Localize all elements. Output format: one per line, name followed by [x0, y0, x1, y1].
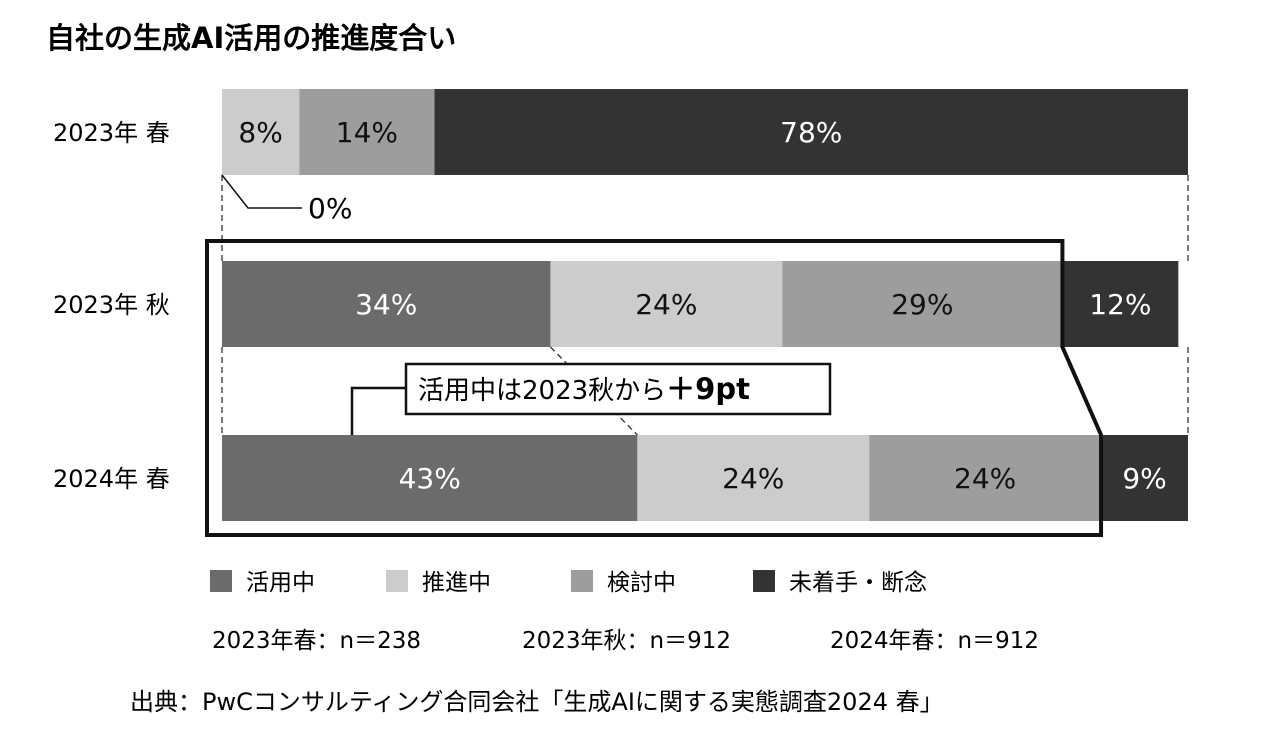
data-label-r2-s3: 29%: [891, 288, 953, 321]
bar-segment-r3-s2: [637, 435, 870, 521]
growth-callout-text: 活用中は2023秋から＋9pt: [418, 372, 750, 406]
sample-size-2: 2023年秋：n＝912: [522, 628, 731, 654]
sample-size-notes: 2023年春：n＝238 2023年秋：n＝912 2024年春：n＝912: [212, 628, 1039, 654]
legend: 活用中 推進中 検討中 未着手・断念: [210, 570, 927, 596]
data-label-r2-s2: 24%: [635, 288, 697, 321]
zero-callout-label: 0%: [308, 192, 352, 225]
bar-segment-r1-s3: [299, 89, 435, 175]
bar-segment-r2-s1: [222, 261, 551, 347]
legend-swatch-2: [386, 570, 408, 592]
bar-segment-r1-s2: [222, 89, 300, 175]
growth-callout-leader: [350, 386, 405, 435]
bars-layer: 2023年 春 8% 14% 78% 2023年 秋 34% 24% 29% 12% 2024年 …: [53, 89, 1188, 521]
zero-callout-line: [221, 174, 302, 209]
data-label-r1-s2: 8%: [238, 116, 282, 149]
data-label-r3-s1: 43%: [399, 462, 461, 495]
data-label-r3-s2: 24%: [722, 462, 784, 495]
row-label-2: 2023年 秋: [53, 291, 170, 319]
legend-swatch-1: [210, 570, 232, 592]
data-label-r3-s4: 9%: [1122, 462, 1166, 495]
row-label-1: 2023年 春: [53, 119, 170, 147]
sample-size-1: 2023年春：n＝238: [212, 628, 421, 654]
growth-callout-box: [404, 362, 832, 416]
legend-label-1: 活用中: [246, 570, 315, 596]
annotation-layer: 0% 活用中は2023秋から＋9pt: [205, 174, 1189, 537]
legend-swatch-4: [753, 570, 775, 592]
highlight-frame: [205, 239, 1104, 537]
sample-size-3: 2024年春：n＝912: [830, 628, 1039, 654]
bar-segment-r2-s2: [550, 261, 783, 347]
data-label-r2-s1: 34%: [355, 288, 417, 321]
data-label-r1-s3: 14%: [336, 116, 398, 149]
bar-segment-r3-s3: [869, 435, 1102, 521]
legend-label-2: 推進中: [422, 570, 491, 596]
growth-callout-text-main: 活用中は2023秋から: [418, 376, 666, 406]
bar-segment-r2-s4: [1062, 261, 1179, 347]
legend-label-4: 未着手・断念: [789, 570, 927, 596]
source-note: 出典：PwCコンサルティング合同会社「生成AIに関する実態調査2024 春」: [130, 688, 944, 716]
legend-swatch-3: [571, 570, 593, 592]
data-label-r1-s4: 78%: [780, 116, 842, 149]
bar-segment-r3-s1: [222, 435, 638, 521]
bar-segment-r1-s4: [434, 89, 1188, 175]
growth-callout-text-delta: ＋9pt: [666, 372, 750, 406]
bar-segment-r3-s4: [1101, 435, 1188, 521]
data-label-r3-s3: 24%: [954, 462, 1016, 495]
row-label-3: 2024年 春: [53, 465, 170, 493]
bar-segment-r2-s3: [782, 261, 1063, 347]
chart-title: 自社の生成AI活用の推進度合い: [46, 21, 456, 55]
legend-label-3: 検討中: [607, 570, 676, 596]
data-label-r2-s4: 12%: [1089, 288, 1151, 321]
